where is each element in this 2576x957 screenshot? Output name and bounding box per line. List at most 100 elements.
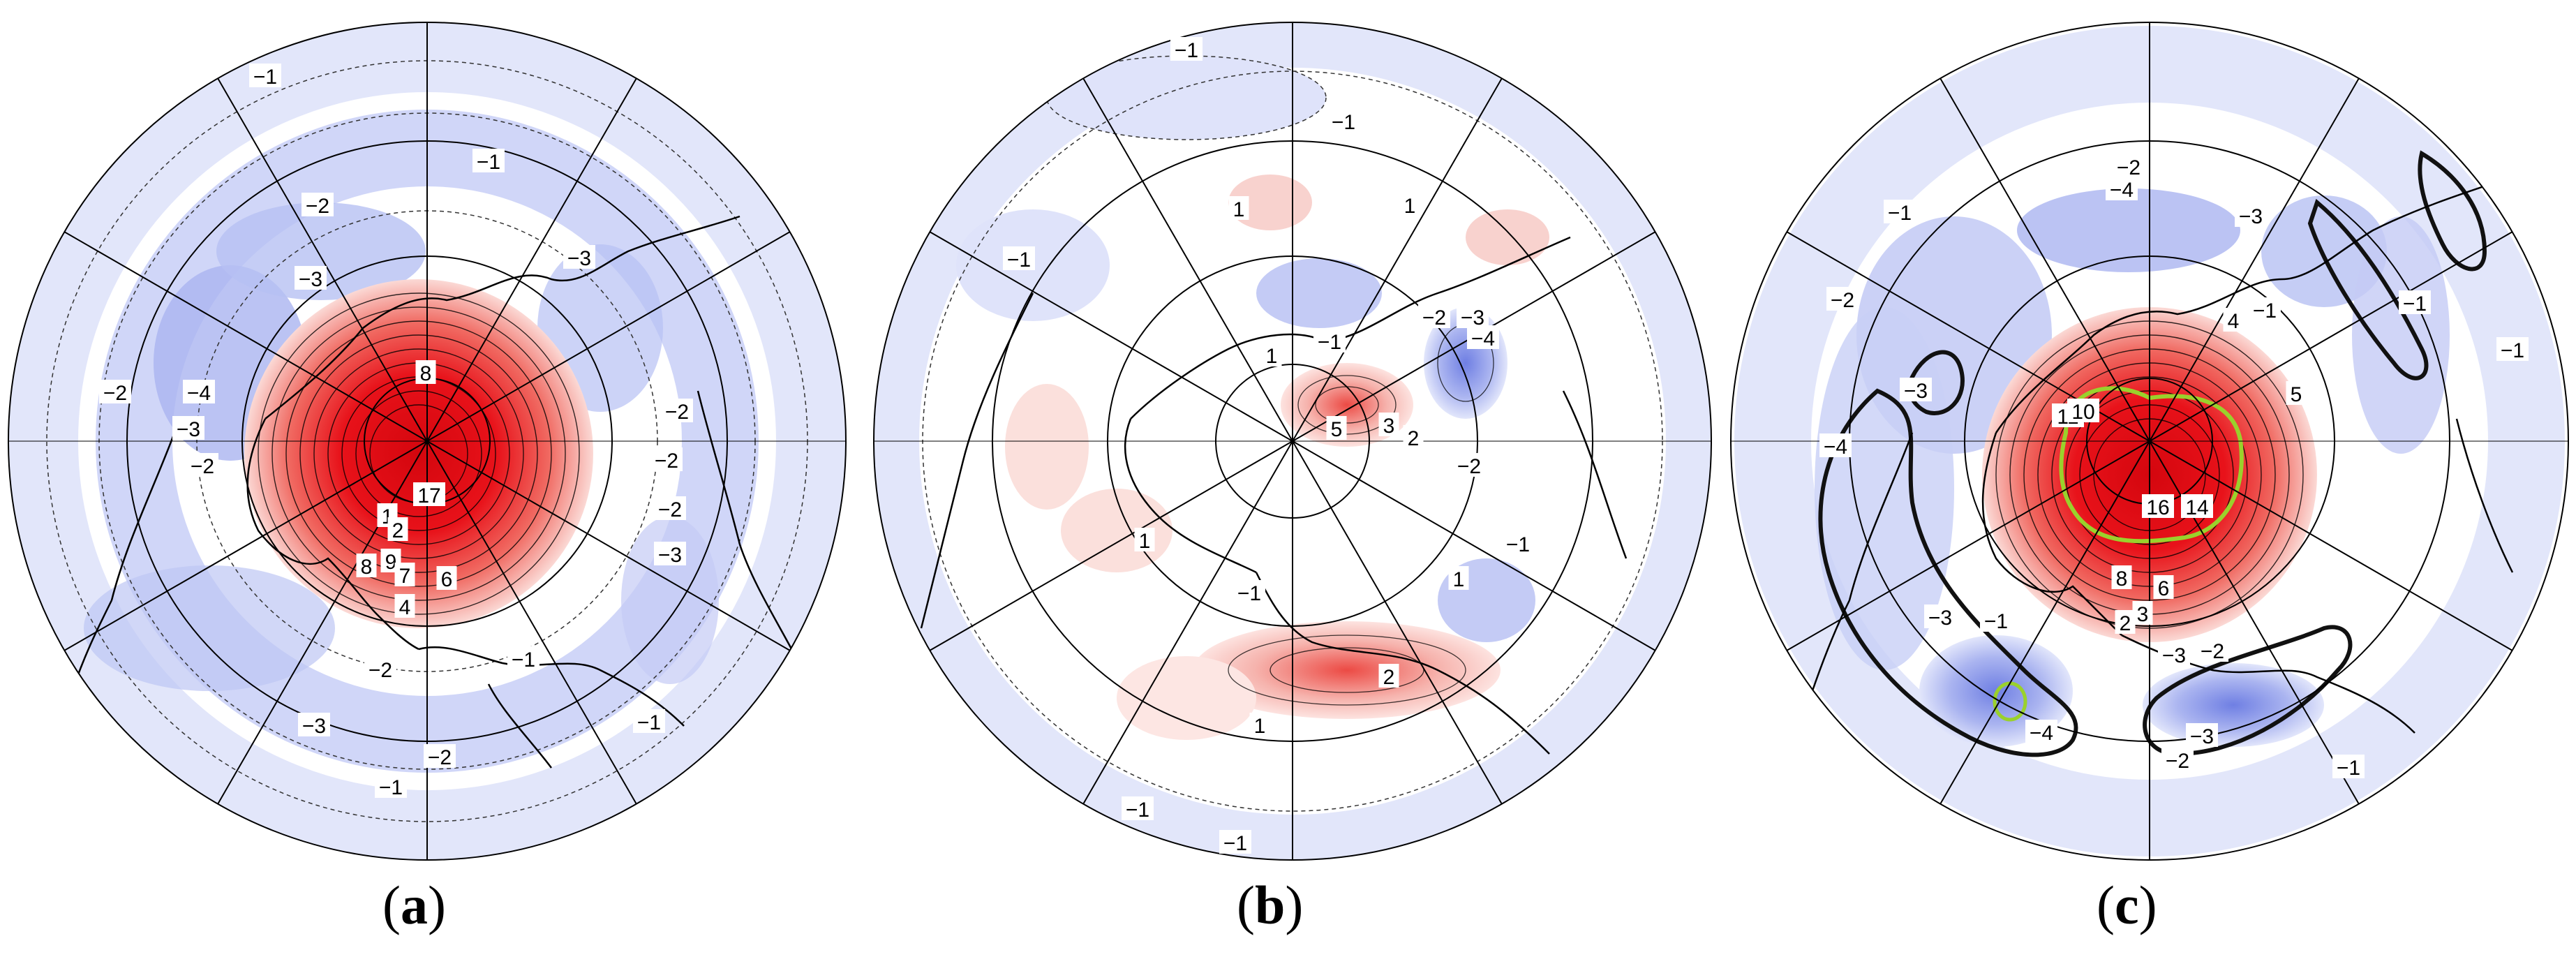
significance-contour <box>2059 386 2244 544</box>
contour-label: −3 <box>172 416 204 441</box>
svg-text:8: 8 <box>2116 567 2128 591</box>
svg-text:−1: −1 <box>2253 299 2277 322</box>
contour-label: 9 <box>380 549 401 574</box>
svg-text:−4: −4 <box>1824 436 1847 459</box>
svg-text:−2: −2 <box>1831 289 1854 312</box>
coastline <box>68 215 804 769</box>
contour-label: 8 <box>415 360 436 385</box>
svg-text:1: 1 <box>1453 568 1465 591</box>
positive-anomaly-core <box>244 279 593 628</box>
svg-text:−2: −2 <box>2201 640 2224 663</box>
svg-text:10: 10 <box>2071 401 2094 424</box>
contour-labels-c: −2−4−1−3−2−1−34−15−4111016148623−3−1−2−3… <box>1819 154 2529 780</box>
contour-label: −1 <box>2332 755 2365 780</box>
svg-text:2: 2 <box>392 519 404 542</box>
contour-label: −3 <box>295 266 327 291</box>
contour-label: −3 <box>1900 378 1932 403</box>
svg-text:3: 3 <box>1383 415 1395 438</box>
contour-label: −4 <box>1467 325 1499 350</box>
svg-text:4: 4 <box>399 596 411 619</box>
svg-text:6: 6 <box>441 568 453 591</box>
contour-label: −1 <box>472 149 505 174</box>
svg-text:3: 3 <box>2137 603 2149 626</box>
contour-label: −2 <box>301 193 334 218</box>
svg-text:−2: −2 <box>103 382 127 405</box>
panel-c-caption: (c) <box>2097 875 2157 935</box>
svg-text:2: 2 <box>2120 612 2131 635</box>
svg-text:17: 17 <box>417 484 440 507</box>
svg-text:−1: −1 <box>379 776 403 799</box>
contour-label: −1 <box>1313 329 1346 354</box>
contour-label: −2 <box>424 744 456 769</box>
svg-text:−3: −3 <box>302 715 326 738</box>
svg-text:5: 5 <box>1331 418 1343 441</box>
svg-text:−2: −2 <box>306 195 329 218</box>
contour-label: −1 <box>1219 830 1251 855</box>
contour-label: −1 <box>249 64 281 89</box>
svg-text:1: 1 <box>1254 715 1266 738</box>
contour-label: −1 <box>1003 246 1035 272</box>
svg-text:−4: −4 <box>2110 179 2134 202</box>
svg-text:−1: −1 <box>1007 248 1031 272</box>
contour-label: −2 <box>2196 638 2228 663</box>
contour-label: −2 <box>186 453 218 478</box>
svg-text:−1: −1 <box>637 711 661 734</box>
svg-text:−2: −2 <box>655 450 678 473</box>
contour-label: −1 <box>2496 337 2529 362</box>
contour-label: −2 <box>661 399 693 424</box>
contour-label: −2 <box>99 380 131 405</box>
svg-text:−2: −2 <box>665 401 689 424</box>
svg-text:−2: −2 <box>1422 306 1446 329</box>
svg-text:−1: −1 <box>1888 202 1912 225</box>
contour-label: −2 <box>2113 154 2145 179</box>
contour-label: −1 <box>507 646 539 672</box>
svg-text:8: 8 <box>420 362 432 385</box>
contour-label: −2 <box>1826 287 1859 312</box>
svg-text:−4: −4 <box>187 382 211 405</box>
svg-text:−3: −3 <box>1904 380 1928 403</box>
svg-text:2: 2 <box>1383 666 1395 689</box>
svg-text:−1: −1 <box>253 66 277 89</box>
contour-label: −2 <box>650 447 683 473</box>
svg-text:−1: −1 <box>1318 331 1341 354</box>
contour-label: −1 <box>1502 531 1534 556</box>
svg-text:−2: −2 <box>428 746 452 769</box>
svg-text:−1: −1 <box>1506 533 1530 556</box>
svg-text:−4: −4 <box>2030 722 2053 745</box>
svg-text:−2: −2 <box>1457 455 1481 478</box>
svg-text:−3: −3 <box>1928 607 1952 630</box>
contour-label: −1 <box>1233 580 1265 605</box>
contour-label: 4 <box>2223 308 2244 333</box>
contour-label: −1 <box>1170 37 1203 62</box>
contour-label: 1 <box>1228 196 1249 221</box>
contour-label: −1 <box>1122 796 1154 822</box>
contour-label: 5 <box>1326 416 1347 441</box>
contour-label: 7 <box>394 563 415 588</box>
svg-text:−1: −1 <box>1223 832 1247 855</box>
contour-label: −4 <box>2025 720 2057 745</box>
contour-label: 2 <box>1403 425 1424 450</box>
svg-text:−1: −1 <box>1984 610 2008 633</box>
svg-text:−2: −2 <box>2117 156 2141 179</box>
contour-label: 10 <box>2067 399 2099 424</box>
contour-label: −3 <box>298 713 330 738</box>
contour-label: 2 <box>2115 610 2136 635</box>
contour-label: 1 <box>1261 343 1282 368</box>
graticule <box>873 22 1712 861</box>
svg-text:−1: −1 <box>1175 39 1198 62</box>
svg-text:−1: −1 <box>512 648 535 672</box>
svg-text:−1: −1 <box>2337 757 2360 780</box>
contour-label: 6 <box>2153 575 2174 600</box>
contour-label: −1 <box>1980 608 2012 633</box>
svg-text:−3: −3 <box>177 418 200 441</box>
svg-text:6: 6 <box>2158 577 2170 600</box>
graticule <box>8 22 847 861</box>
contour-label: 2 <box>1378 664 1399 689</box>
contour-label: −3 <box>1924 604 1956 630</box>
svg-text:−1: −1 <box>2501 339 2524 362</box>
panel-b-caption: (b) <box>1237 875 1304 935</box>
svg-text:1: 1 <box>1233 198 1245 221</box>
panel-a-caption: (a) <box>382 875 446 935</box>
